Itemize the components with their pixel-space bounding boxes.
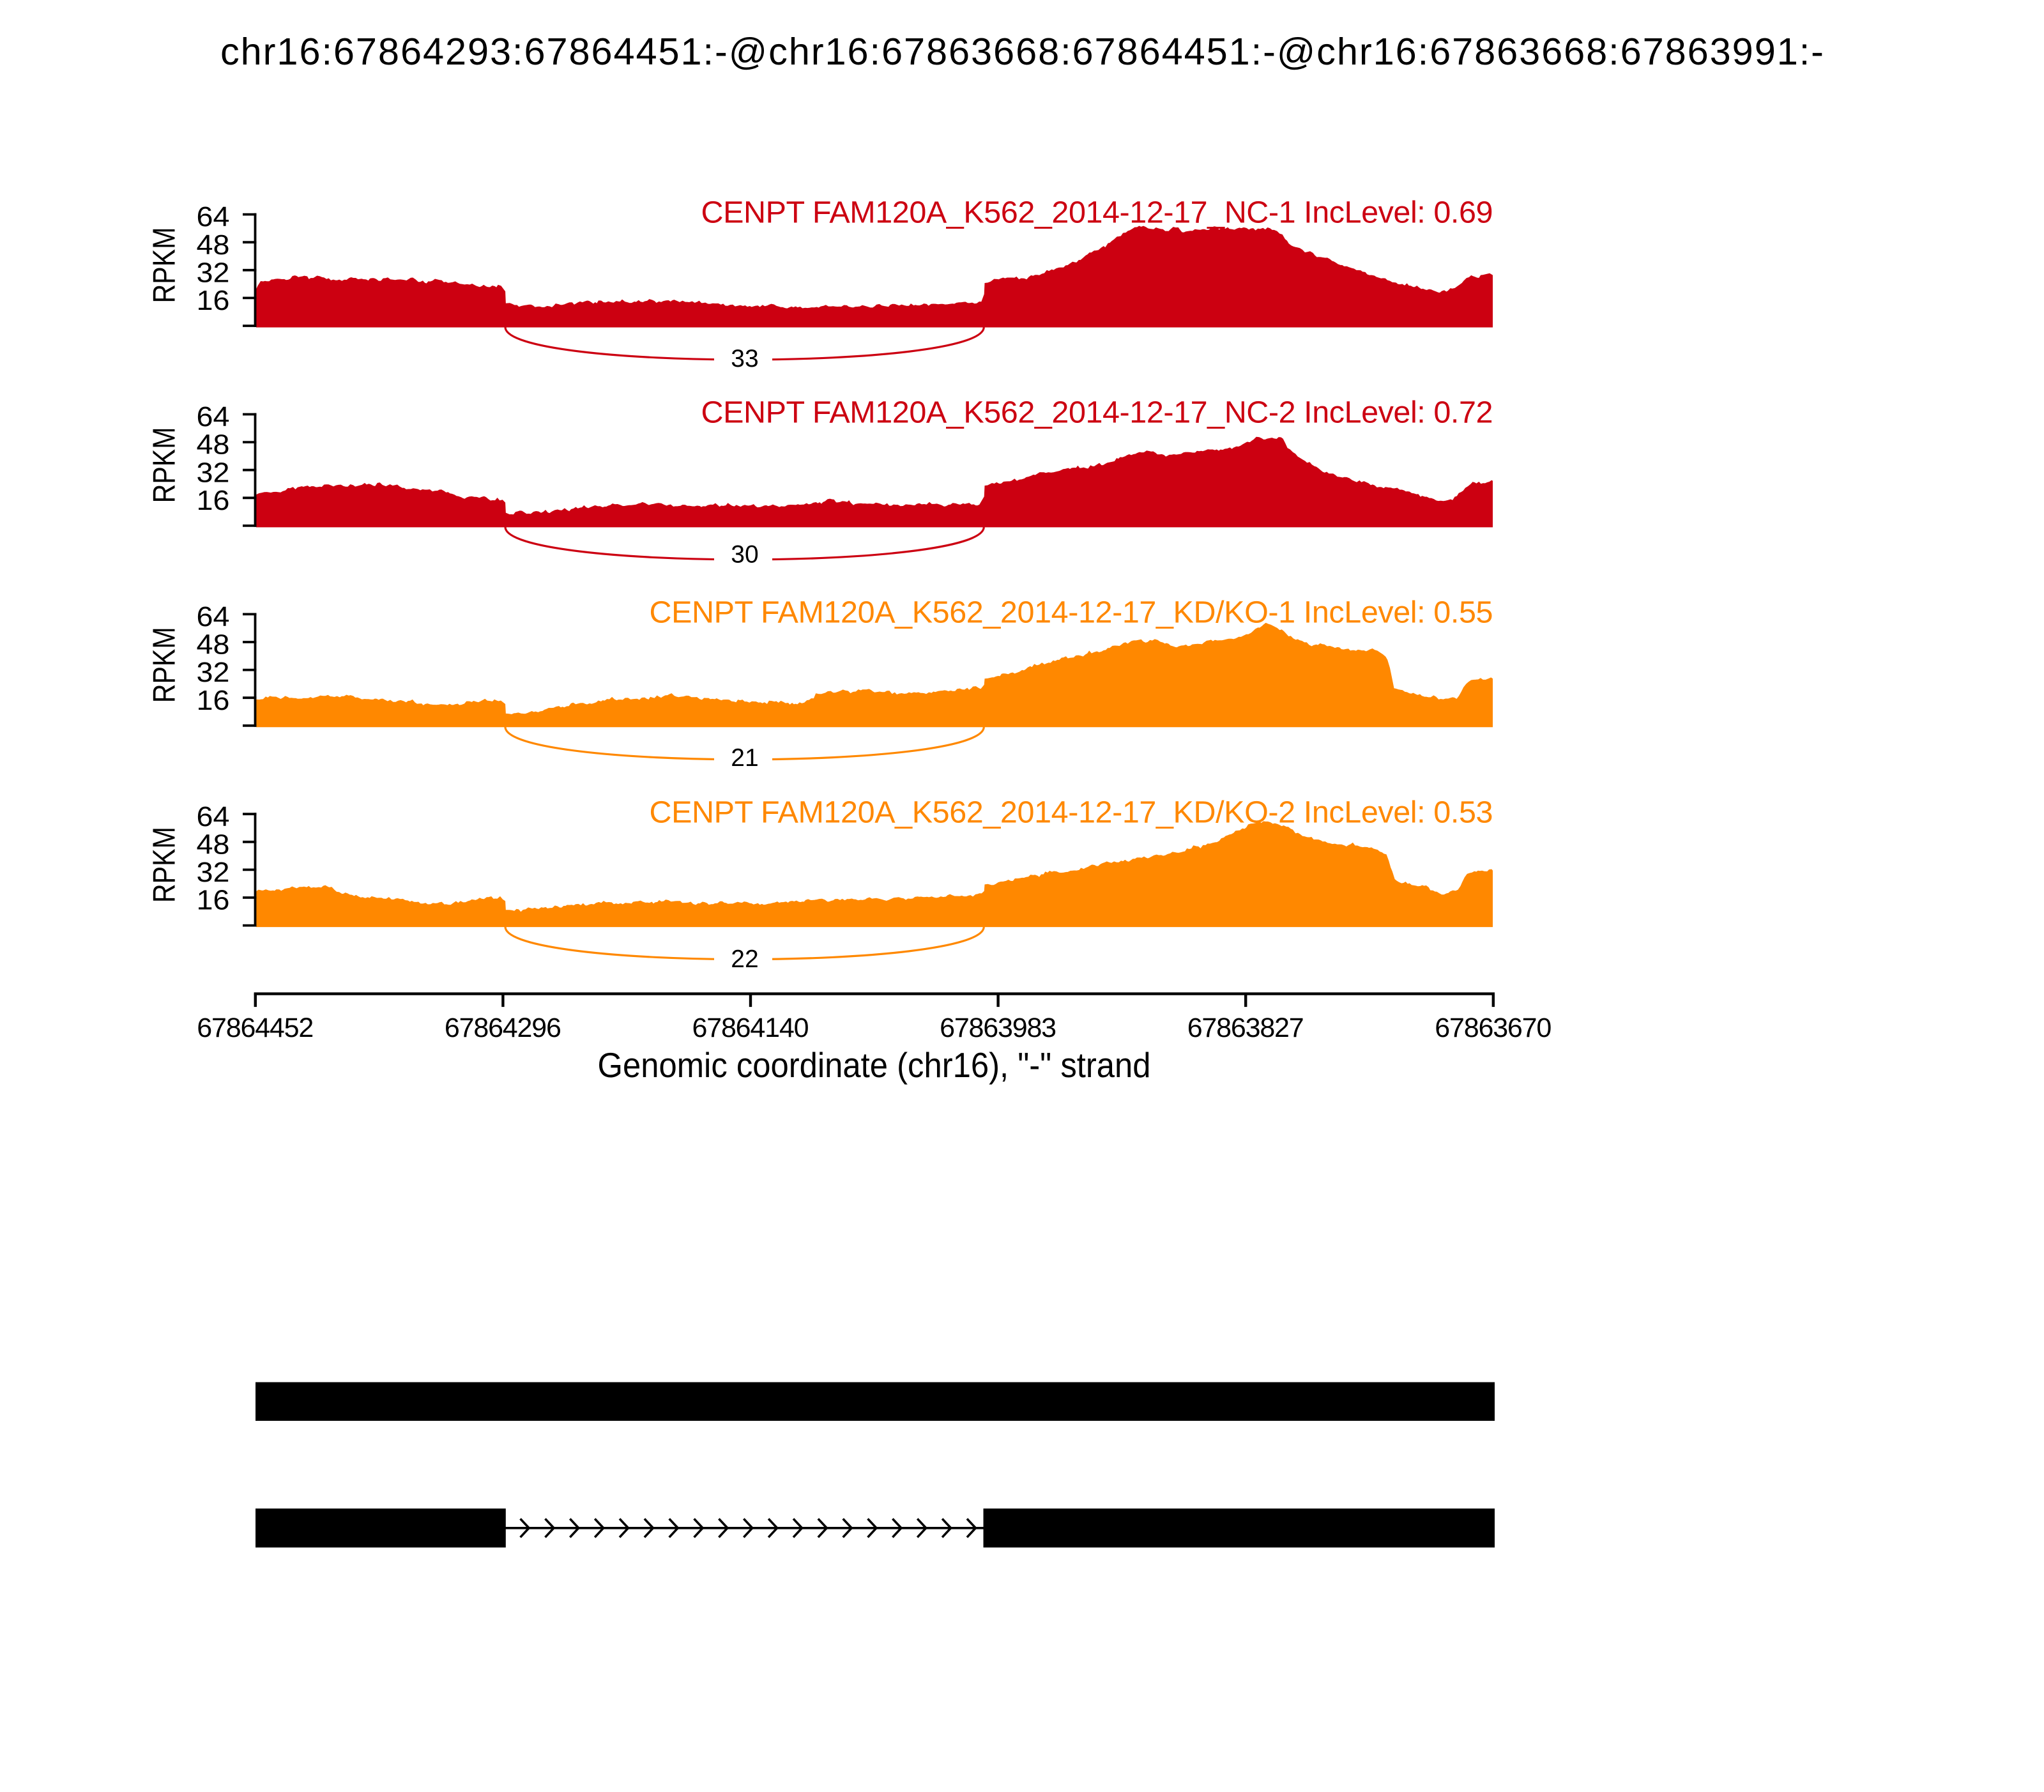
svg-text:33: 33 [731, 345, 758, 372]
svg-text:RPKM: RPKM [148, 227, 182, 303]
svg-text:32: 32 [197, 857, 230, 888]
svg-text:RPKM: RPKM [148, 827, 182, 903]
svg-text:48: 48 [197, 429, 230, 461]
svg-text:64: 64 [197, 601, 230, 632]
svg-text:48: 48 [197, 229, 230, 261]
svg-text:67863983: 67863983 [940, 1013, 1056, 1043]
svg-text:CENPT FAM120A_K562_2014-12-17_: CENPT FAM120A_K562_2014-12-17_KD/KO-1 In… [650, 595, 1493, 630]
svg-text:16: 16 [197, 685, 230, 716]
svg-text:67863827: 67863827 [1187, 1013, 1304, 1043]
svg-text:64: 64 [197, 401, 230, 433]
svg-text:chr16:67864293:67864451:-@chr1: chr16:67864293:67864451:-@chr16:67863668… [220, 30, 1824, 73]
svg-text:RPKM: RPKM [148, 427, 182, 503]
svg-text:22: 22 [731, 946, 758, 973]
svg-text:64: 64 [197, 801, 230, 832]
svg-text:48: 48 [197, 629, 230, 661]
svg-text:16: 16 [197, 885, 230, 916]
svg-text:67864140: 67864140 [692, 1013, 809, 1043]
svg-text:CENPT FAM120A_K562_2014-12-17_: CENPT FAM120A_K562_2014-12-17_NC-2 IncLe… [701, 395, 1493, 430]
svg-text:48: 48 [197, 829, 230, 860]
svg-text:RPKM: RPKM [148, 627, 182, 703]
svg-text:67864452: 67864452 [197, 1013, 314, 1043]
svg-text:16: 16 [197, 285, 230, 316]
svg-text:32: 32 [197, 457, 230, 488]
svg-text:CENPT FAM120A_K562_2014-12-17_: CENPT FAM120A_K562_2014-12-17_KD/KO-2 In… [650, 795, 1493, 829]
svg-text:30: 30 [731, 540, 758, 568]
svg-text:21: 21 [731, 744, 758, 772]
svg-text:16: 16 [197, 485, 230, 516]
svg-text:Genomic coordinate (chr16), "-: Genomic coordinate (chr16), "-" strand [598, 1045, 1151, 1085]
svg-text:67863670: 67863670 [1435, 1013, 1552, 1043]
svg-text:32: 32 [197, 257, 230, 288]
svg-text:32: 32 [197, 657, 230, 688]
svg-text:CENPT FAM120A_K562_2014-12-17_: CENPT FAM120A_K562_2014-12-17_NC-1 IncLe… [701, 195, 1493, 230]
svg-text:64: 64 [197, 201, 230, 233]
svg-text:67864296: 67864296 [445, 1013, 561, 1043]
